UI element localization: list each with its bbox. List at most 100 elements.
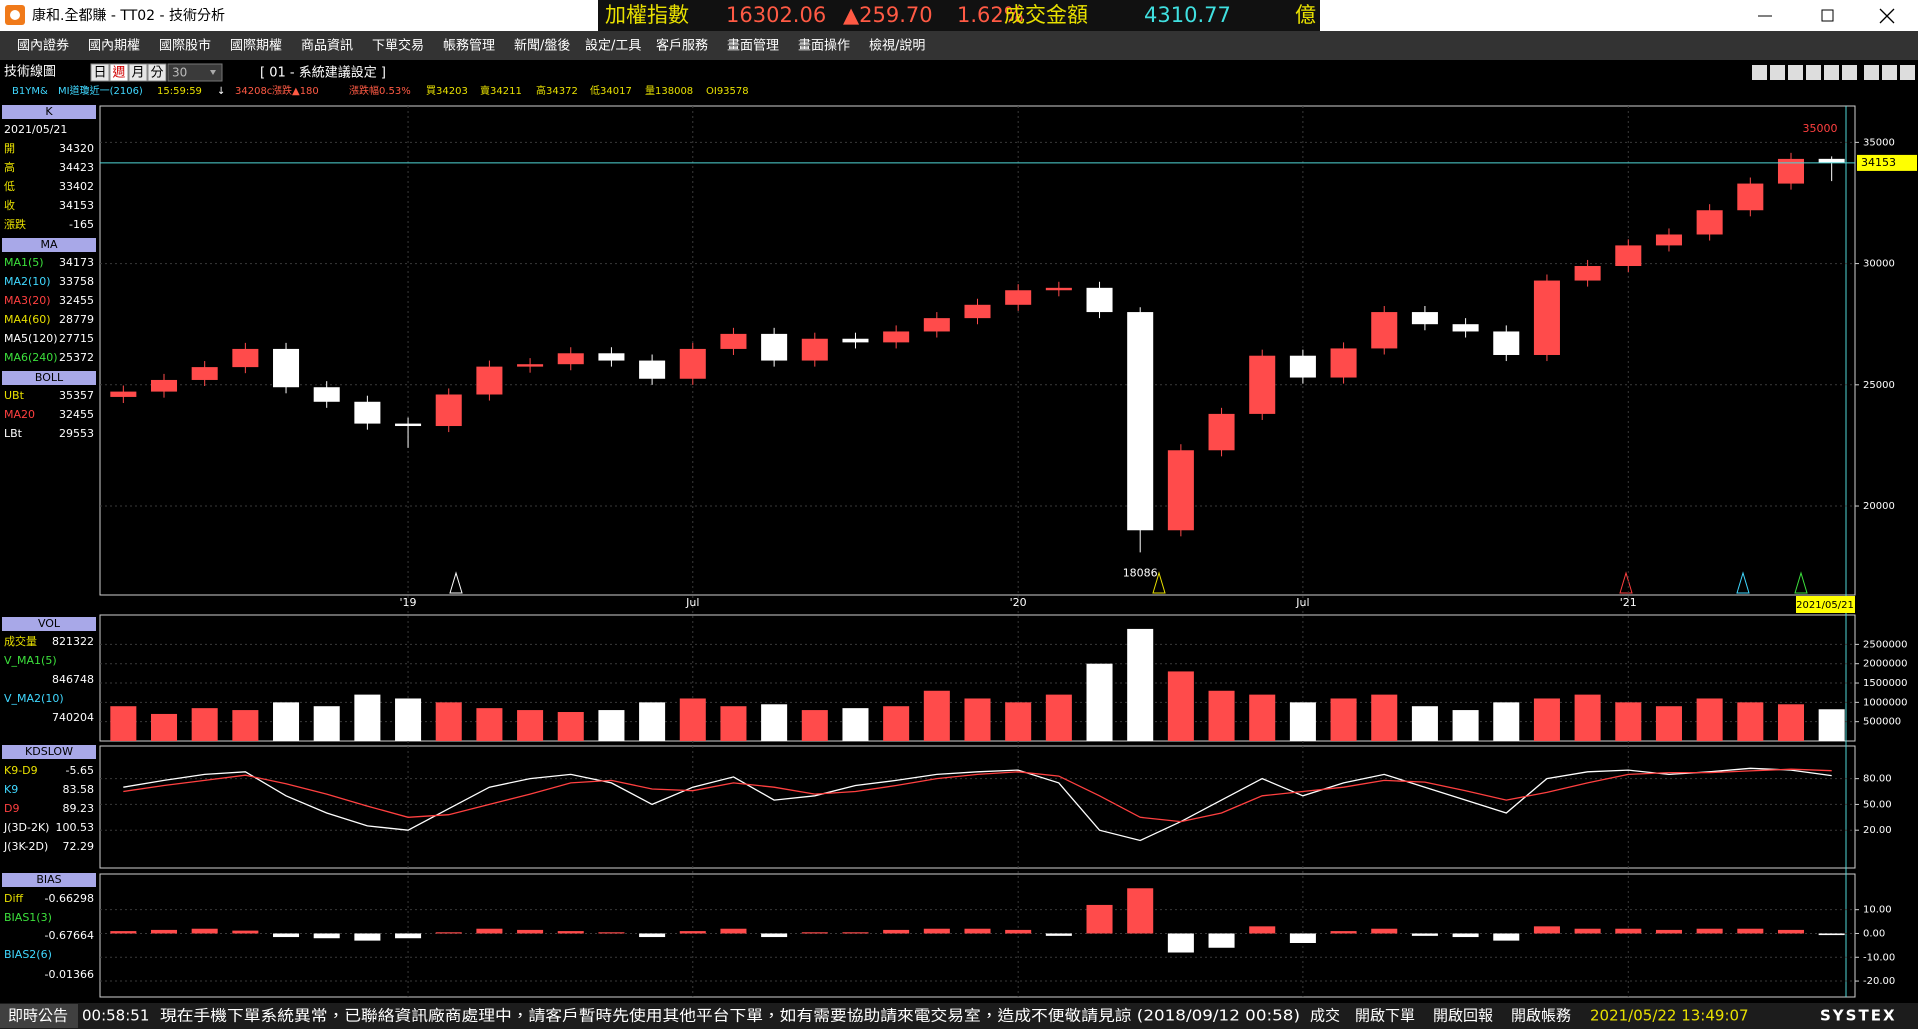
status-message: 現在手機下單系統異常，已聯絡資訊廠商處理中，請客戶暫時先使用其他平台下單，如有需…	[160, 1007, 1300, 1025]
signal-marker	[1619, 571, 1633, 594]
ticker-change: ▲259.70	[843, 3, 933, 27]
tool-icon[interactable]	[1864, 65, 1879, 80]
period-button[interactable]	[109, 63, 129, 82]
quote-item: B1YM&	[12, 86, 48, 97]
ticker-unit: 億	[1295, 3, 1316, 27]
menu-item[interactable]: 客戶服務	[656, 38, 708, 54]
candle-body	[1411, 312, 1438, 325]
candle-body	[435, 394, 462, 427]
info-name: 低	[4, 179, 15, 193]
info-name: UBt	[4, 389, 25, 402]
candle-body	[313, 387, 340, 402]
menu-item[interactable]: 帳務管理	[443, 38, 495, 54]
menu-item[interactable]: 畫面管理	[727, 38, 779, 54]
bar	[598, 710, 625, 741]
tool-icon[interactable]	[1770, 65, 1785, 80]
period-button[interactable]	[128, 63, 148, 82]
bar	[313, 933, 340, 939]
bar	[1330, 931, 1357, 934]
menu-item[interactable]: 下單交易	[372, 38, 424, 54]
bar	[1127, 888, 1154, 934]
tool-icon[interactable]	[1842, 65, 1857, 80]
bar	[1167, 933, 1194, 953]
candle-body	[1574, 266, 1601, 281]
tool-icon[interactable]	[1882, 65, 1897, 80]
menu-item[interactable]: 檢視/說明	[869, 38, 925, 54]
tool-icon[interactable]	[1824, 65, 1839, 80]
period-button[interactable]	[90, 63, 110, 82]
candle-body	[883, 331, 910, 343]
bar	[1615, 928, 1642, 934]
bar	[557, 931, 584, 934]
tool-icon[interactable]	[1788, 65, 1803, 80]
quote-item: ↓	[217, 86, 225, 97]
status-time: 00:58:51	[82, 1007, 149, 1025]
bar	[150, 713, 178, 741]
menu-item[interactable]: 國際股市	[159, 38, 211, 54]
bar	[761, 933, 788, 938]
info-name: 開	[4, 142, 15, 155]
candle-body	[1533, 280, 1560, 355]
bar	[639, 702, 666, 741]
count-select[interactable]	[167, 63, 223, 82]
tool-icon[interactable]	[1900, 65, 1915, 80]
info-date: 2021/05/21	[4, 123, 67, 136]
price-label-bg	[1857, 154, 1917, 171]
bar	[720, 928, 747, 934]
status-button[interactable]: 開啟回報	[1433, 1007, 1493, 1025]
menu-item[interactable]: 設定/工具	[585, 38, 641, 54]
status-trade: 成交	[1310, 1007, 1340, 1025]
info-name: MA3(20)	[4, 294, 51, 307]
menu-item[interactable]: 商品資訊	[301, 39, 353, 54]
period-label[interactable]: 月	[131, 66, 144, 81]
period-label[interactable]: 日	[93, 66, 106, 81]
menu-item[interactable]: 新聞/盤後	[514, 38, 570, 54]
period-label[interactable]: 分	[150, 66, 163, 81]
ticker-turnover: 4310.77	[1144, 3, 1231, 27]
status-button[interactable]: 開啟下單	[1355, 1007, 1415, 1025]
status-button[interactable]: 開啟帳務	[1511, 1007, 1571, 1025]
period-button[interactable]	[147, 63, 167, 82]
candle-body	[1086, 287, 1113, 313]
period-label[interactable]: 週	[112, 66, 125, 81]
candle-body	[1005, 290, 1032, 305]
bar	[1737, 702, 1764, 741]
info-value: 33402	[59, 180, 94, 193]
tool-icon[interactable]	[1752, 65, 1767, 80]
candle-body	[1818, 158, 1845, 163]
info-value: 89.23	[63, 802, 95, 815]
info-value: 27715	[59, 332, 94, 345]
restore-button[interactable]	[1821, 9, 1834, 22]
candle-body	[1249, 355, 1276, 414]
menu-item[interactable]: 國內期權	[88, 39, 140, 54]
bar	[761, 704, 788, 741]
menu-item[interactable]: 國際期權	[230, 39, 282, 54]
candle-body	[273, 348, 300, 388]
bar	[435, 702, 462, 741]
menu-item[interactable]: 國內證券	[17, 38, 69, 54]
setting-label: [ 01 - 系統建議設定 ]	[260, 65, 386, 81]
candle-body	[639, 360, 666, 379]
bar	[191, 928, 218, 934]
quote-item: MI道瓊近一(2106)	[58, 84, 143, 97]
price-frame	[99, 105, 1856, 596]
y-tick-label: 20.00	[1863, 825, 1892, 836]
close-button[interactable]	[1879, 8, 1895, 24]
menu-item[interactable]: 畫面操作	[798, 38, 850, 54]
candle-body	[476, 366, 503, 395]
app-icon-dot	[10, 10, 20, 20]
x-tick-label: '21	[1620, 596, 1637, 609]
info-name: MA1(5)	[4, 256, 44, 269]
info-name: MA6(240)	[4, 351, 58, 364]
info-value: 821322	[52, 635, 94, 648]
bar	[923, 690, 950, 741]
bar	[110, 706, 137, 741]
y-tick-label: 500000	[1863, 717, 1901, 728]
tool-icon[interactable]	[1806, 65, 1821, 80]
candle-body	[517, 364, 544, 367]
candle-body	[1655, 234, 1682, 246]
line	[123, 768, 1832, 823]
candle-body	[557, 353, 584, 365]
y-tick-label: 1000000	[1863, 697, 1908, 708]
